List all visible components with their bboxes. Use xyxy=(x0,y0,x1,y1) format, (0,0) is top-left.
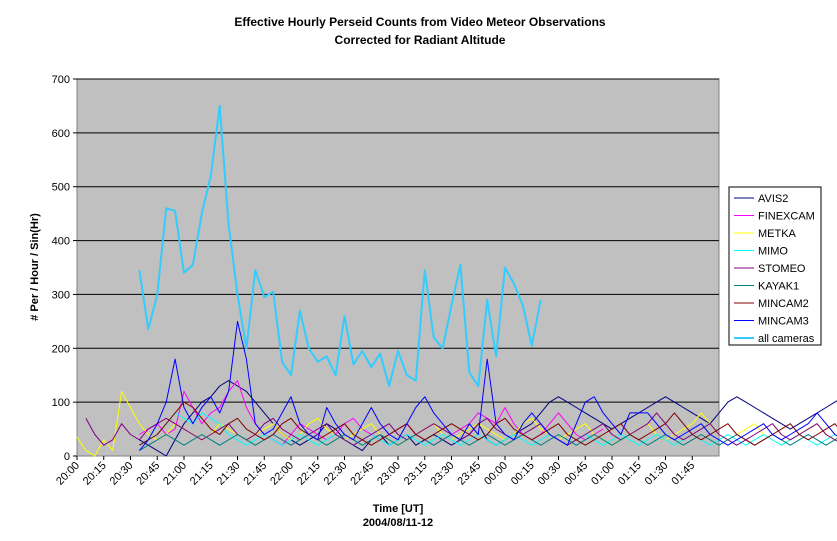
x-tick-label-7: 21:45 xyxy=(241,460,269,488)
x-tick-label-8: 22:00 xyxy=(268,460,296,488)
plot-area xyxy=(76,78,720,457)
y-tick-label-200: 200 xyxy=(52,343,70,355)
series-line-mimo xyxy=(139,412,837,446)
x-tick-label-0: 20:00 xyxy=(54,460,82,488)
legend-label-finexcam: FINEXCAM xyxy=(758,211,815,223)
y-tick-label-600: 600 xyxy=(52,128,70,140)
y-axis-label: # Per / Hour / Sin(Hr) xyxy=(29,213,41,321)
series-line-all-cameras xyxy=(138,104,542,387)
x-tick-label-19: 00:45 xyxy=(562,460,590,488)
x-axis-ticks: 20:0020:1520:3020:4521:0021:1521:3021:45… xyxy=(54,456,697,488)
y-tick-label-0: 0 xyxy=(64,451,70,463)
x-tick-label-15: 23:45 xyxy=(455,460,483,488)
legend-label-all-cameras: all cameras xyxy=(758,333,815,345)
x-tick-label-6: 21:30 xyxy=(215,460,243,488)
legend-label-mimo: MIMO xyxy=(758,246,788,258)
x-tick-label-10: 22:30 xyxy=(322,460,350,488)
x-tick-label-5: 21:15 xyxy=(188,460,216,488)
series-line-mincam3 xyxy=(139,320,837,451)
legend-items: AVIS2 FINEXCAM METKA MIMO STOMEO KAYAK1 MINCAM… xyxy=(734,193,815,345)
x-tick-label-17: 00:15 xyxy=(509,460,537,488)
x-tick-label-21: 01:15 xyxy=(616,460,644,488)
x-tick-label-2: 20:30 xyxy=(108,460,136,488)
x-axis-date-label: 2004/08/11-12 xyxy=(363,517,433,529)
x-tick-label-3: 20:45 xyxy=(134,460,162,488)
x-axis-label: Time [UT] xyxy=(373,503,424,515)
legend: AVIS2 FINEXCAM METKA MIMO STOMEO KAYAK1 MINCAM… xyxy=(728,186,822,346)
legend-label-mincam2: MINCAM2 xyxy=(758,298,809,310)
x-tick-label-22: 01:30 xyxy=(643,460,671,488)
legend-label-mincam3: MINCAM3 xyxy=(758,316,809,328)
legend-label-avis2: AVIS2 xyxy=(758,193,788,205)
x-tick-label-23: 01:45 xyxy=(669,460,697,488)
y-tick-label-400: 400 xyxy=(52,236,70,248)
chart-subtitle: Corrected for Radiant Altitude xyxy=(335,33,506,47)
x-tick-label-13: 23:15 xyxy=(402,460,430,488)
chart-title: Effective Hourly Perseid Counts from Vid… xyxy=(234,15,606,29)
legend-label-kayak1: KAYAK1 xyxy=(758,281,799,293)
gridlines xyxy=(77,78,719,403)
series-line-stomeo xyxy=(85,412,837,446)
x-tick-label-20: 01:00 xyxy=(589,460,617,488)
x-tick-label-18: 00:30 xyxy=(536,460,564,488)
x-tick-label-4: 21:00 xyxy=(161,460,189,488)
x-tick-label-12: 23:00 xyxy=(375,460,403,488)
x-tick-label-16: 00:00 xyxy=(482,460,510,488)
legend-label-metka: METKA xyxy=(758,228,797,240)
series-lines xyxy=(76,104,837,457)
x-tick-label-1: 20:15 xyxy=(81,460,109,488)
x-tick-label-9: 22:15 xyxy=(295,460,323,488)
y-tick-label-100: 100 xyxy=(52,397,70,409)
series-line-mincam2 xyxy=(139,401,837,446)
legend-label-stomeo: STOMEO xyxy=(758,263,806,275)
x-tick-label-11: 22:45 xyxy=(348,460,376,488)
y-tick-label-700: 700 xyxy=(52,74,70,86)
x-tick-label-14: 23:30 xyxy=(429,460,457,488)
legend-box xyxy=(728,186,822,346)
y-axis-ticks: 0 100 200 300 400 500 600 700 xyxy=(52,74,77,463)
y-tick-label-300: 300 xyxy=(52,289,70,301)
y-tick-label-500: 500 xyxy=(52,182,70,194)
